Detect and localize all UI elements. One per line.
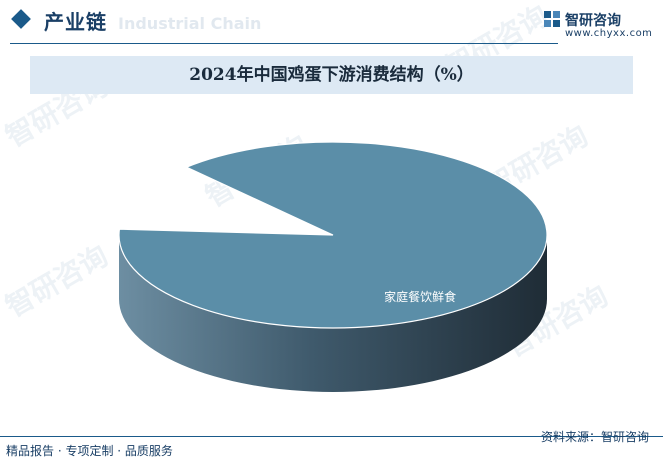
section-subtitle-en: Industrial Chain [118,14,262,33]
pie-slice-2 [118,141,548,329]
logo-text: 智研咨询 [565,13,621,29]
section-title: 产业链 [44,10,107,34]
footer-divider [0,436,663,437]
pie-side-wall [119,235,547,392]
pie-slice-label: 家庭餐饮鲜食 [384,289,456,304]
source-note: 资料来源：智研咨询 [540,430,649,444]
logo-icon [544,11,560,27]
footer-tagline: 精品报告 · 专项定制 · 品质服务 [6,444,173,458]
chart-title-band: 2024年中国鸡蛋下游消费结构（%） [30,56,633,94]
page-header: Industrial Chain 产业链 智研咨询 www.chyxx.com [0,0,663,44]
logo-url: www.chyxx.com [565,28,653,39]
brand-logo: 智研咨询 www.chyxx.com [541,8,653,42]
header-divider [10,43,558,44]
chart-title: 2024年中国鸡蛋下游消费结构（%） [189,65,474,85]
